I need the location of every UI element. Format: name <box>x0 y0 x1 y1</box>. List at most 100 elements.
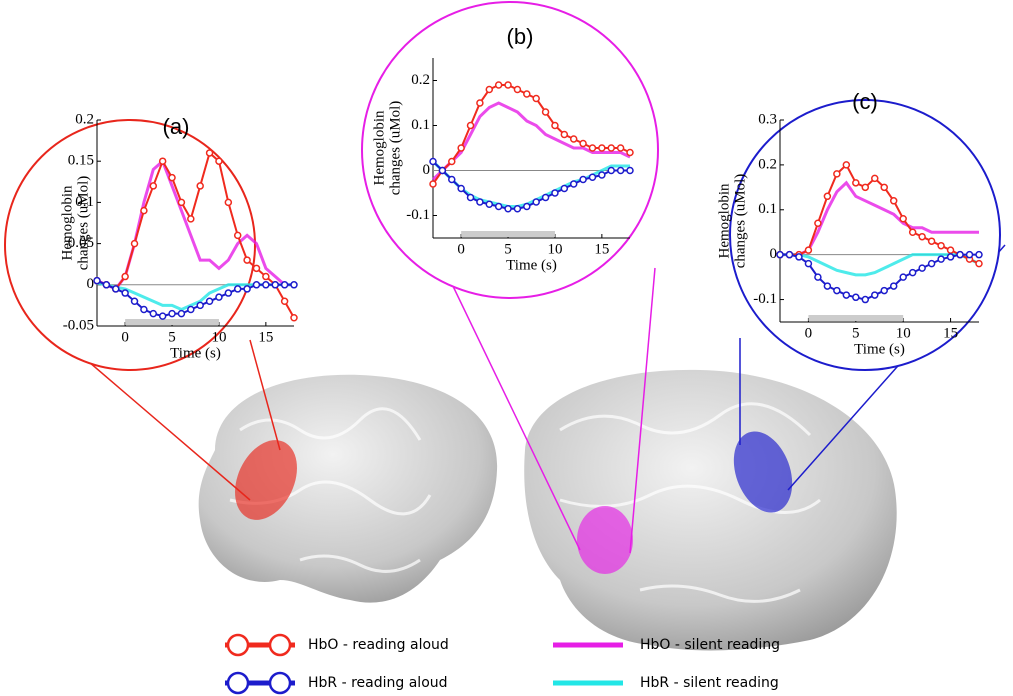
data-point <box>513 205 522 213</box>
series-line <box>780 253 979 301</box>
data-point <box>429 180 437 188</box>
data-point <box>927 237 936 245</box>
data-point <box>852 293 860 302</box>
data-point <box>541 108 550 116</box>
series-line <box>432 84 631 185</box>
data-point <box>494 202 503 211</box>
data-point <box>262 272 270 281</box>
data-point <box>871 174 879 183</box>
y-tick-label: -0.1 <box>753 291 777 307</box>
y-axis-label: Hemoglobin <box>371 110 387 185</box>
data-point <box>448 157 456 166</box>
y-tick-label: 0.2 <box>758 156 777 172</box>
data-point <box>168 173 176 182</box>
y-axis-label: Hemoglobin <box>59 185 75 260</box>
brains <box>198 369 897 651</box>
stimulus-bar <box>461 231 555 237</box>
y-tick-label: 0 <box>770 246 778 262</box>
x-tick-label: 0 <box>121 329 129 345</box>
data-point <box>833 286 841 295</box>
data-point <box>523 90 531 98</box>
right-brain <box>524 369 897 651</box>
y-axis-label: changes (uMol) <box>75 176 91 271</box>
data-point <box>280 281 289 289</box>
data-point <box>187 215 195 223</box>
y-tick-label: 0.1 <box>75 194 94 210</box>
brain-region <box>577 506 633 574</box>
data-point <box>814 219 822 227</box>
data-point <box>946 253 955 261</box>
y-tick-label: 0.1 <box>411 117 430 133</box>
data-point <box>804 259 813 268</box>
data-point <box>569 135 578 143</box>
data-point <box>975 259 983 268</box>
series-line <box>96 151 295 319</box>
x-tick-label: 5 <box>504 241 512 257</box>
chart-title: (b) <box>507 24 534 49</box>
data-point <box>429 157 437 166</box>
data-point <box>823 192 832 201</box>
data-point <box>121 289 129 297</box>
chart-title: (c) <box>852 89 878 114</box>
legend-marker <box>226 671 250 695</box>
data-point <box>252 264 261 273</box>
data-point <box>438 166 447 175</box>
data-point <box>280 297 289 306</box>
x-tick-label: 15 <box>258 329 273 345</box>
data-point <box>215 157 223 165</box>
data-point <box>205 297 214 306</box>
x-axis-label: Time (s) <box>170 345 221 361</box>
series-line <box>96 279 294 318</box>
data-point <box>140 305 148 314</box>
data-point <box>899 215 907 223</box>
zoom-circle <box>729 99 1001 371</box>
data-point <box>494 81 503 89</box>
data-point <box>804 246 813 254</box>
data-point <box>102 281 111 289</box>
x-tick-label: 5 <box>852 325 860 341</box>
data-point <box>946 246 955 254</box>
data-point <box>908 268 917 277</box>
data-point <box>918 264 926 272</box>
data-point <box>880 286 888 295</box>
callout-line <box>629 267 656 554</box>
data-point <box>560 130 569 139</box>
x-tick-label: 10 <box>547 241 562 257</box>
y-tick-label: 0.15 <box>68 153 94 169</box>
legend-marker <box>268 671 292 695</box>
data-point <box>224 289 233 297</box>
brain-folds <box>229 402 821 603</box>
y-axis-label: changes (uMol) <box>732 174 748 269</box>
x-tick-label: 0 <box>805 325 813 341</box>
data-point <box>776 250 784 259</box>
data-point <box>607 166 615 175</box>
x-axis-label: Time (s) <box>854 341 905 357</box>
data-point <box>937 255 945 263</box>
data-point <box>513 85 522 94</box>
x-axis-label: Time (s) <box>506 257 557 273</box>
data-point <box>975 250 983 259</box>
y-tick-label: 0.2 <box>411 72 430 88</box>
data-point <box>588 144 597 152</box>
data-point <box>504 81 512 89</box>
data-point <box>177 309 186 318</box>
data-point <box>93 276 101 285</box>
data-point <box>466 193 475 202</box>
data-point <box>579 139 587 148</box>
data-point <box>140 206 148 215</box>
legend: HbO - reading aloud HbR - reading aloud Hb… <box>225 633 780 695</box>
left-brain <box>198 374 498 603</box>
chart-title: (a) <box>163 114 190 139</box>
data-point <box>233 285 242 293</box>
data-point <box>551 121 559 130</box>
data-point <box>158 312 167 320</box>
data-point <box>560 184 569 193</box>
data-point <box>187 305 195 314</box>
data-point <box>252 281 261 289</box>
data-point <box>196 182 204 190</box>
data-point <box>927 259 936 268</box>
data-point <box>785 250 794 259</box>
y-tick-label: 0.1 <box>758 201 777 217</box>
